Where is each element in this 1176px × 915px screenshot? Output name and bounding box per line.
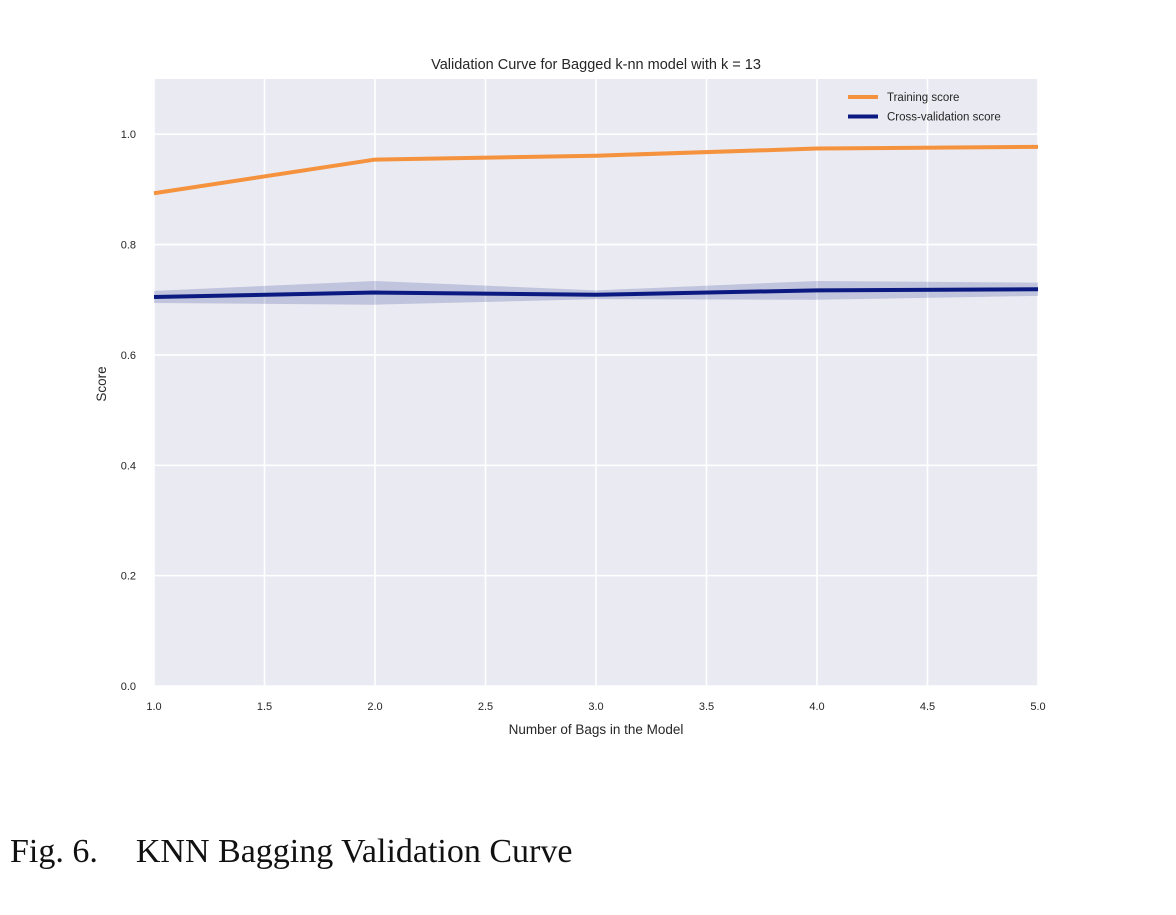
figure-caption: Fig. 6. KNN Bagging Validation Curve [10, 833, 572, 871]
validation-curve-chart: 1.0 1.5 2.0 2.5 3.0 3.5 4.0 4.5 5.0 0.0 0.2 0.4 0.6 0… [94, 57, 1046, 737]
chart-title: Validation Curve for Bagged k-nn model w… [431, 57, 761, 73]
grid-lines [153, 79, 1039, 687]
series-lines [153, 144, 1039, 299]
tick-labels: 1.0 1.5 2.0 2.5 3.0 3.5 4.0 4.5 5.0 0.0 0.2 0.4 0.6 0… [121, 129, 1046, 713]
caption-text: KNN Bagging Validation Curve [135, 833, 573, 870]
x-tick-label: 1.0 [146, 701, 161, 713]
x-tick-label: 2.0 [367, 701, 382, 713]
y-tick-label: 1.0 [121, 129, 136, 141]
legend-label: Cross-validation score [887, 112, 1001, 124]
y-tick-label: 0.8 [121, 240, 136, 252]
x-tick-label: 3.0 [588, 701, 603, 713]
legend-label: Training score [887, 92, 959, 104]
y-tick-label: 0.0 [121, 681, 136, 693]
y-tick-label: 0.4 [121, 460, 136, 472]
x-tick-label: 4.5 [920, 701, 935, 713]
legend: Training score Cross-validation score [848, 92, 1001, 124]
caption-label: Fig. 6. [10, 833, 98, 870]
x-tick-label: 4.0 [809, 701, 824, 713]
x-tick-label: 3.5 [699, 701, 714, 713]
x-tick-label: 5.0 [1030, 701, 1045, 713]
y-tick-label: 0.6 [121, 350, 136, 362]
x-axis-label: Number of Bags in the Model [509, 722, 684, 737]
x-tick-label: 2.5 [478, 701, 493, 713]
x-tick-label: 1.5 [257, 701, 272, 713]
y-tick-label: 0.2 [121, 571, 136, 583]
y-axis-label: Score [94, 366, 109, 401]
